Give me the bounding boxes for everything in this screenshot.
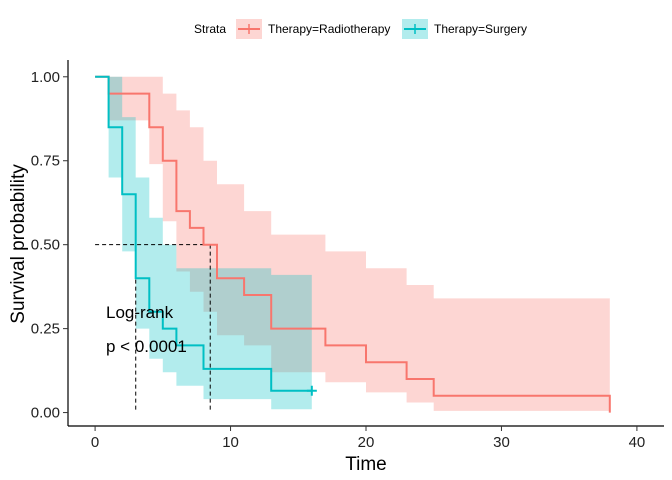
ci-band-radiotherapy [95, 76, 610, 411]
x-tick-label: 10 [222, 434, 239, 451]
legend-label-surgery: Therapy=Surgery [434, 22, 527, 36]
y-tick-label: 1.00 [31, 69, 60, 86]
survival-line-surgery [95, 75, 312, 392]
x-tick-label: 40 [629, 434, 646, 451]
legend-key-surgery [402, 19, 428, 39]
survival-line-radiotherapy [95, 75, 611, 413]
confidence-bands [95, 76, 610, 411]
logrank-label: Log-rank [106, 303, 174, 322]
y-tick-label: 0.50 [31, 237, 60, 254]
x-tick-label: 20 [358, 434, 375, 451]
median-lines [95, 244, 211, 413]
x-axis-title: Time [345, 454, 387, 475]
y-axis-title: Survival probability [8, 164, 29, 324]
pvalue-label: p < 0.0001 [106, 337, 187, 356]
x-tick-label: 30 [493, 434, 510, 451]
legend-title: Strata [194, 22, 226, 36]
y-tick-label: 0.00 [31, 405, 60, 422]
ci-band-surgery [95, 76, 312, 410]
survival-curves [95, 75, 611, 413]
axes: 0 10 20 30 40 0.00 0.25 0.50 0.75 1.00 [31, 60, 664, 451]
y-tick-label: 0.75 [31, 153, 60, 170]
y-tick-label: 0.25 [31, 321, 60, 338]
legend-label-radiotherapy: Therapy=Radiotherapy [268, 22, 390, 36]
censor-mark [306, 385, 317, 396]
x-tick-label: 0 [91, 434, 99, 451]
legend-key-radiotherapy [236, 19, 262, 39]
legend: Strata Therapy=Radiotherapy Therapy=Surg… [194, 19, 527, 39]
